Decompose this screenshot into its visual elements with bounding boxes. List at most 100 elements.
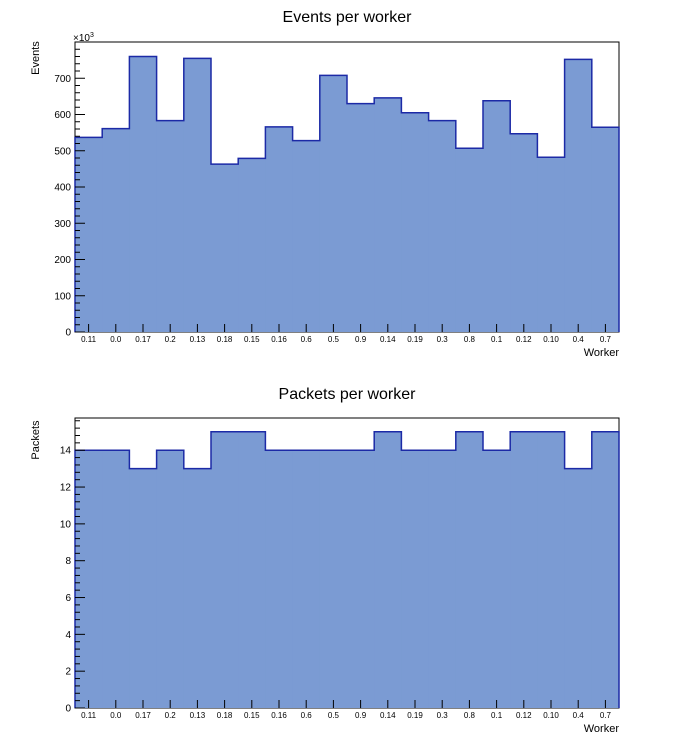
x-category-label: 0.1 [491, 335, 503, 344]
x-axis-label: Worker [584, 723, 620, 735]
x-category-label: 0.0 [110, 711, 122, 720]
bar [129, 56, 157, 332]
packets-per-worker-chart: Packets per worker Packets Worker 0 2 4 6 8 1… [30, 386, 620, 735]
x-category-label: 0.5 [328, 335, 340, 344]
y-exponent-base: ×10 [73, 33, 90, 44]
bar [347, 450, 375, 708]
bar [102, 450, 130, 708]
x-category-label: 0.6 [301, 711, 313, 720]
bar [401, 112, 429, 332]
bar [347, 103, 375, 332]
x-category-label: 0.15 [244, 711, 260, 720]
bar [265, 450, 293, 708]
x-category-label: 0.3 [437, 711, 449, 720]
bar [211, 431, 239, 708]
x-category-label: 0.13 [190, 335, 206, 344]
bar [483, 450, 511, 708]
y-tick-label: 700 [54, 74, 71, 85]
x-category-label: 0.14 [380, 711, 396, 720]
x-category-label: 0.4 [573, 335, 585, 344]
x-category-label: 0.19 [407, 335, 423, 344]
x-category-label: 0.2 [165, 711, 177, 720]
x-category-label: 0.8 [464, 335, 476, 344]
y-tick-label: 200 [54, 255, 71, 266]
bar [75, 450, 103, 708]
y-tick-label: 0 [65, 328, 71, 339]
bar [129, 468, 157, 708]
bar [510, 431, 538, 708]
x-category-label: 0.8 [464, 711, 476, 720]
x-axis-label: Worker [584, 347, 620, 359]
bar [537, 431, 565, 708]
bar [265, 126, 293, 332]
x-category-label: 0.5 [328, 711, 340, 720]
bar [564, 468, 593, 708]
y-tick-label: 2 [65, 667, 71, 678]
bar [564, 59, 593, 333]
x-category-label: 0.3 [437, 335, 449, 344]
y-tick-label: 8 [65, 556, 71, 567]
bar [537, 157, 565, 332]
x-category-label: 0.13 [190, 711, 206, 720]
y-tick-label: 0 [65, 704, 71, 715]
bar [183, 468, 212, 708]
x-category-label: 0.18 [217, 335, 233, 344]
bar [238, 158, 266, 332]
x-category-label: 0.2 [165, 335, 177, 344]
x-category-label: 0.16 [271, 711, 287, 720]
bar [319, 450, 348, 708]
x-category-label: 0.7 [600, 335, 612, 344]
bar [75, 137, 103, 332]
histogram-outline [74, 431, 620, 708]
x-category-label: 0.17 [135, 335, 151, 344]
x-category-label: 0.6 [301, 335, 313, 344]
bar [510, 133, 538, 332]
y-axis-label: Events [30, 41, 42, 75]
y-tick-label: 100 [54, 291, 71, 302]
y-exponent-label: ×103 [73, 32, 94, 44]
bar [455, 148, 484, 332]
x-category-label: 0.1 [491, 711, 503, 720]
bar [156, 450, 185, 708]
x-category-label: 0.12 [516, 335, 532, 344]
y-tick-label: 6 [65, 593, 71, 604]
bar [211, 164, 239, 332]
bar [292, 450, 321, 708]
bar [591, 127, 620, 332]
chart-title: Events per worker [283, 9, 413, 26]
bar [401, 450, 429, 708]
plot-area: 0 100 200 300 400 500 600 700 0.11 0.0 0.17 0.2 0.13… [54, 41, 620, 344]
x-category-label: 0.14 [380, 335, 396, 344]
x-category-label: 0.18 [217, 711, 233, 720]
bar [292, 140, 321, 332]
bar [428, 120, 457, 332]
x-category-label: 0.12 [516, 711, 532, 720]
x-category-label: 0.15 [244, 335, 260, 344]
bar [156, 120, 185, 332]
bar [591, 431, 620, 708]
y-tick-label: 10 [60, 519, 72, 530]
x-category-label: 0.4 [573, 711, 585, 720]
bar [374, 97, 402, 332]
y-tick-label: 4 [65, 630, 71, 641]
x-category-label: 0.7 [600, 711, 612, 720]
x-category-label: 0.9 [355, 711, 367, 720]
bar [455, 431, 484, 708]
x-category-label: 0.10 [543, 711, 559, 720]
x-category-label: 0.10 [543, 335, 559, 344]
y-tick-label: 12 [60, 483, 72, 494]
histogram-outline [74, 55, 620, 332]
x-category-label: 0.11 [81, 335, 97, 344]
x-category-label: 0.17 [135, 711, 151, 720]
bar [483, 100, 511, 332]
bar [102, 128, 130, 332]
y-axis-label: Packets [30, 420, 42, 460]
y-tick-label: 400 [54, 183, 71, 194]
plot-area: 0 2 4 6 8 10 12 14 0.11 0.0 0.17 0.2 0.13 0.18 0.15 0.1… [60, 417, 620, 720]
x-category-label: 0.11 [81, 711, 97, 720]
bar [238, 431, 266, 708]
y-tick-label: 500 [54, 146, 71, 157]
y-exponent-power: 3 [90, 32, 94, 39]
bar [428, 450, 457, 708]
